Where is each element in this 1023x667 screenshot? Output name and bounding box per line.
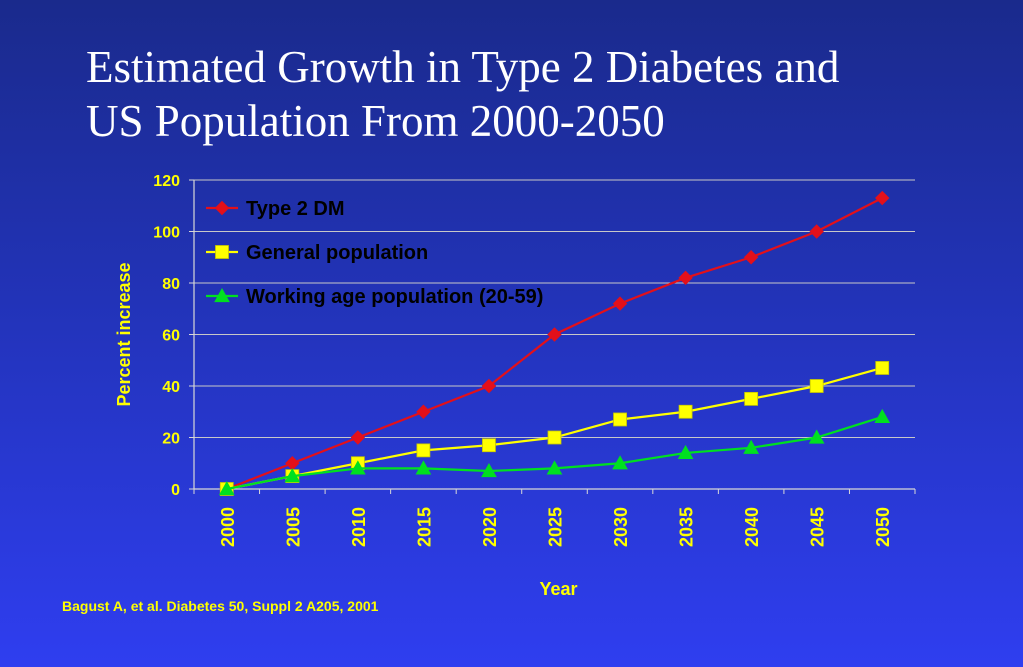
x-tick-label-2000: 2000 [218,507,238,547]
series-line-3 [226,415,883,491]
series-3-point-2010 [350,460,366,475]
series-3-point-2050 [874,408,891,423]
series-3-point-2035 [677,444,694,460]
series-1-point-2010 [350,430,366,445]
series-2-point-2015 [416,443,431,458]
series-3-point-2000 [218,480,235,496]
x-tick-label-2025: 2025 [546,507,566,547]
series-2-point-2050 [875,361,890,375]
series-3-point-2045 [808,429,825,444]
legend-marker-3 [214,287,230,303]
x-tick-label-2045: 2045 [808,507,828,547]
slide-title-line-1: Estimated Growth in Type 2 Diabetes and [86,42,840,92]
series-1-point-2030 [612,296,628,311]
slide-title-line-2: US Population From 2000-2050 [86,96,665,146]
series-3-point-2015 [415,460,432,475]
y-tick-label-0: 0 [171,482,180,499]
series-3-point-2020 [481,462,497,478]
series-3-point-2030 [612,455,628,470]
x-tick-label-2005: 2005 [283,507,303,547]
series-1-point-2045 [809,224,824,239]
x-tick-label-2015: 2015 [414,507,434,547]
legend-marker-1 [214,200,230,216]
series-2-point-2020 [482,438,496,453]
series-1-point-2035 [678,270,693,286]
series-1-point-2040 [743,250,759,265]
y-tick-label-20: 20 [162,431,180,448]
series-1-point-2020 [481,378,497,394]
x-tick-label-2035: 2035 [677,507,697,547]
series-1-point-2005 [285,456,300,471]
source-citation: Bagust A, et al. Diabetes 50, Suppl 2 A2… [62,598,379,614]
y-tick-label-100: 100 [153,225,180,242]
y-tick-label-80: 80 [162,276,180,293]
slide-title: Estimated Growth in Type 2 Diabetes and … [86,40,986,148]
x-tick-label-2030: 2030 [611,507,631,547]
legend-label-2: General population [246,242,428,264]
y-tick-label-40: 40 [162,379,180,396]
x-tick-label-2020: 2020 [480,507,500,547]
x-tick-label-2050: 2050 [873,507,893,547]
legend-label-1: Type 2 DM [246,198,345,220]
series-2-point-2045 [809,379,824,393]
legend-label-3: Working age population (20-59) [246,286,543,308]
series-2-point-2030 [613,412,627,427]
y-tick-label-120: 120 [153,173,180,190]
legend-marker-2 [215,245,229,259]
series-2-point-2025 [547,430,562,445]
series-1-point-2025 [547,327,562,342]
x-axis-title: Year [539,579,577,599]
series-1-point-2015 [416,404,431,419]
y-tick-label-60: 60 [162,328,180,345]
series-2-point-2040 [744,391,759,406]
x-tick-label-2040: 2040 [742,507,762,547]
x-tick-label-2010: 2010 [349,507,369,547]
series-3-point-2005 [284,468,301,483]
series-2-point-2035 [678,404,693,419]
y-axis-title: Percent increase [114,262,134,406]
series-3-point-2040 [743,439,759,454]
series-3-point-2025 [546,460,563,475]
series-1-point-2050 [875,190,890,206]
